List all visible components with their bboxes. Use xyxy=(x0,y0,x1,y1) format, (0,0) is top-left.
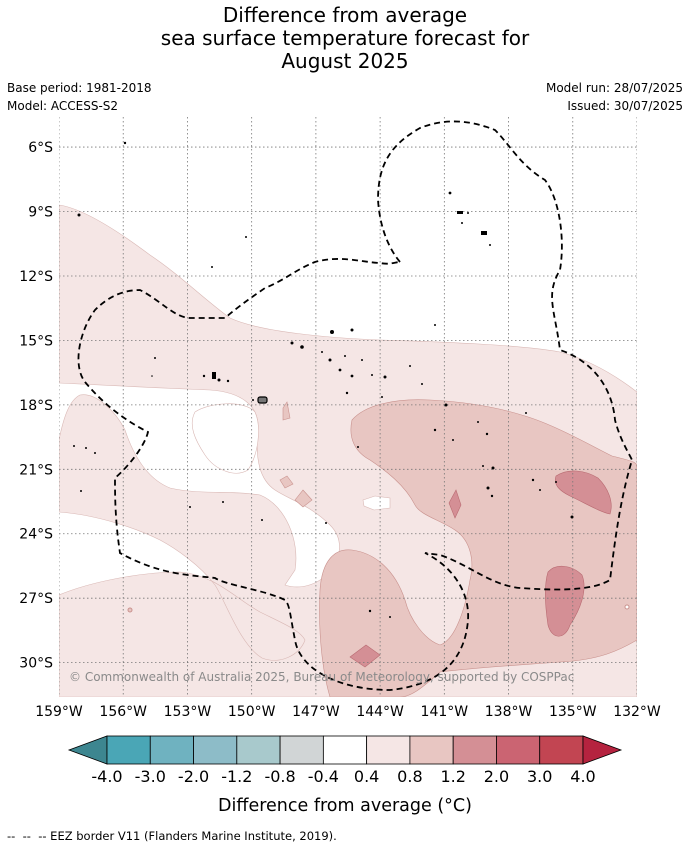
colorbar-tick-label: -3.0 xyxy=(135,767,166,786)
lon-tick-label: 141°W xyxy=(421,704,469,720)
lat-tick-label: 21°S xyxy=(19,462,53,478)
colorbar-tick-label: -1.2 xyxy=(221,767,252,786)
lat-tick-label: 27°S xyxy=(19,591,53,607)
colorbar-bin xyxy=(539,735,584,765)
colorbar-bin xyxy=(193,735,238,765)
model-name: Model: ACCESS-S2 xyxy=(7,99,119,113)
lat-tick-label: 9°S xyxy=(28,205,53,221)
colorbar-tick-label: -4.0 xyxy=(91,767,122,786)
eez-borders xyxy=(77,120,633,691)
lat-tick-label: 12°S xyxy=(19,269,53,285)
near-average-pocket xyxy=(191,403,259,474)
lon-tick-label: 150°W xyxy=(228,704,276,720)
near-average-pocket-2 xyxy=(362,495,391,511)
colorbar-extend-max xyxy=(582,735,623,765)
colorbar-bin xyxy=(106,735,151,765)
colorbar-tick-label: 4.0 xyxy=(570,767,595,786)
issued-date: Issued: 30/07/2025 xyxy=(567,99,683,113)
title-line-2: sea surface temperature forecast for xyxy=(160,26,530,50)
lon-tick-label: 144°W xyxy=(356,704,404,720)
title-line-1: Difference from average xyxy=(222,3,468,27)
colorbar xyxy=(67,735,623,765)
colorbar-tick-label: 2.0 xyxy=(484,767,509,786)
colorbar-bin xyxy=(279,735,324,765)
colorbar-bin xyxy=(236,735,281,765)
anomaly-region-0p8-small2 xyxy=(279,475,294,489)
colorbar-tick-label: 1.2 xyxy=(440,767,465,786)
anomaly-region-1p2-southwest xyxy=(349,644,381,668)
lat-tick-label: 15°S xyxy=(19,333,53,349)
lon-tick-label: 147°W xyxy=(292,704,340,720)
colorbar-bin xyxy=(452,735,497,765)
colorbar-bin xyxy=(322,735,368,765)
anomaly-region-1p2-south xyxy=(545,566,585,637)
model-run: Model run: 28/07/2025 xyxy=(545,81,683,95)
lat-tick-label: 6°S xyxy=(28,140,53,156)
colorbar-bin xyxy=(366,735,411,765)
anomaly-region-1p2-east xyxy=(555,470,612,515)
colorbar-bin xyxy=(409,735,454,765)
colorbar-tick-label: -2.0 xyxy=(178,767,209,786)
lat-tick-label: 30°S xyxy=(19,656,53,672)
lat-tick-label: 24°S xyxy=(19,527,53,543)
anomaly-region-0p8-small3 xyxy=(282,401,291,421)
anomaly-region-0p8-small xyxy=(294,489,313,508)
eez-legend-footer: -- -- -- EEZ border V11 (Flanders Marine… xyxy=(7,829,337,843)
colorbar-tick-label: 3.0 xyxy=(527,767,552,786)
colorbar-tick-label: 0.4 xyxy=(354,767,379,786)
title-line-3: August 2025 xyxy=(281,49,409,73)
chart-title: Difference from average sea surface temp… xyxy=(0,4,690,73)
gridlines xyxy=(59,117,637,697)
colorbar-tick-label: -0.8 xyxy=(264,767,295,786)
colorbar-tick-label: 0.8 xyxy=(397,767,422,786)
lon-tick-label: 159°W xyxy=(35,704,83,720)
colorbar-label: Difference from average (°C) xyxy=(218,796,472,816)
colorbar-tick-label: -0.4 xyxy=(308,767,339,786)
islands xyxy=(73,141,630,618)
colorbar-tick-labels: -4.0 -3.0 -2.0 -1.2 -0.8 -0.4 0.4 0.8 1.2 2.0 3.0 4… xyxy=(91,767,595,786)
lon-tick-label: 156°W xyxy=(99,704,147,720)
latitude-labels: 6°S 9°S 12°S 15°S 18°S 21°S 24°S 27°S 30°S xyxy=(19,140,53,672)
lon-tick-label: 153°W xyxy=(164,704,212,720)
colorbar-bin xyxy=(149,735,194,765)
meta-right: Model run: 28/07/2025 Issued: 30/07/2025 xyxy=(546,79,683,115)
lon-tick-label: 132°W xyxy=(613,704,661,720)
anomaly-region-1p2-mid xyxy=(448,489,462,519)
base-period: Base period: 1981-2018 xyxy=(7,81,152,95)
longitude-labels: 159°W 156°W 153°W 150°W 147°W 144°W 141°W 138°W… xyxy=(35,704,661,720)
map-area: © Commonwealth of Australia 2025, Bureau… xyxy=(59,117,637,697)
meta-left: Base period: 1981-2018 Model: ACCESS-S2 xyxy=(7,79,152,115)
colorbar-extend-min xyxy=(67,735,108,765)
copyright-text: © Commonwealth of Australia 2025, Bureau… xyxy=(69,670,574,684)
lon-tick-label: 135°W xyxy=(549,704,597,720)
colorbar-bin xyxy=(496,735,541,765)
lat-tick-label: 18°S xyxy=(19,398,53,414)
eez-french-polynesia xyxy=(77,120,633,691)
lon-tick-label: 138°W xyxy=(485,704,533,720)
